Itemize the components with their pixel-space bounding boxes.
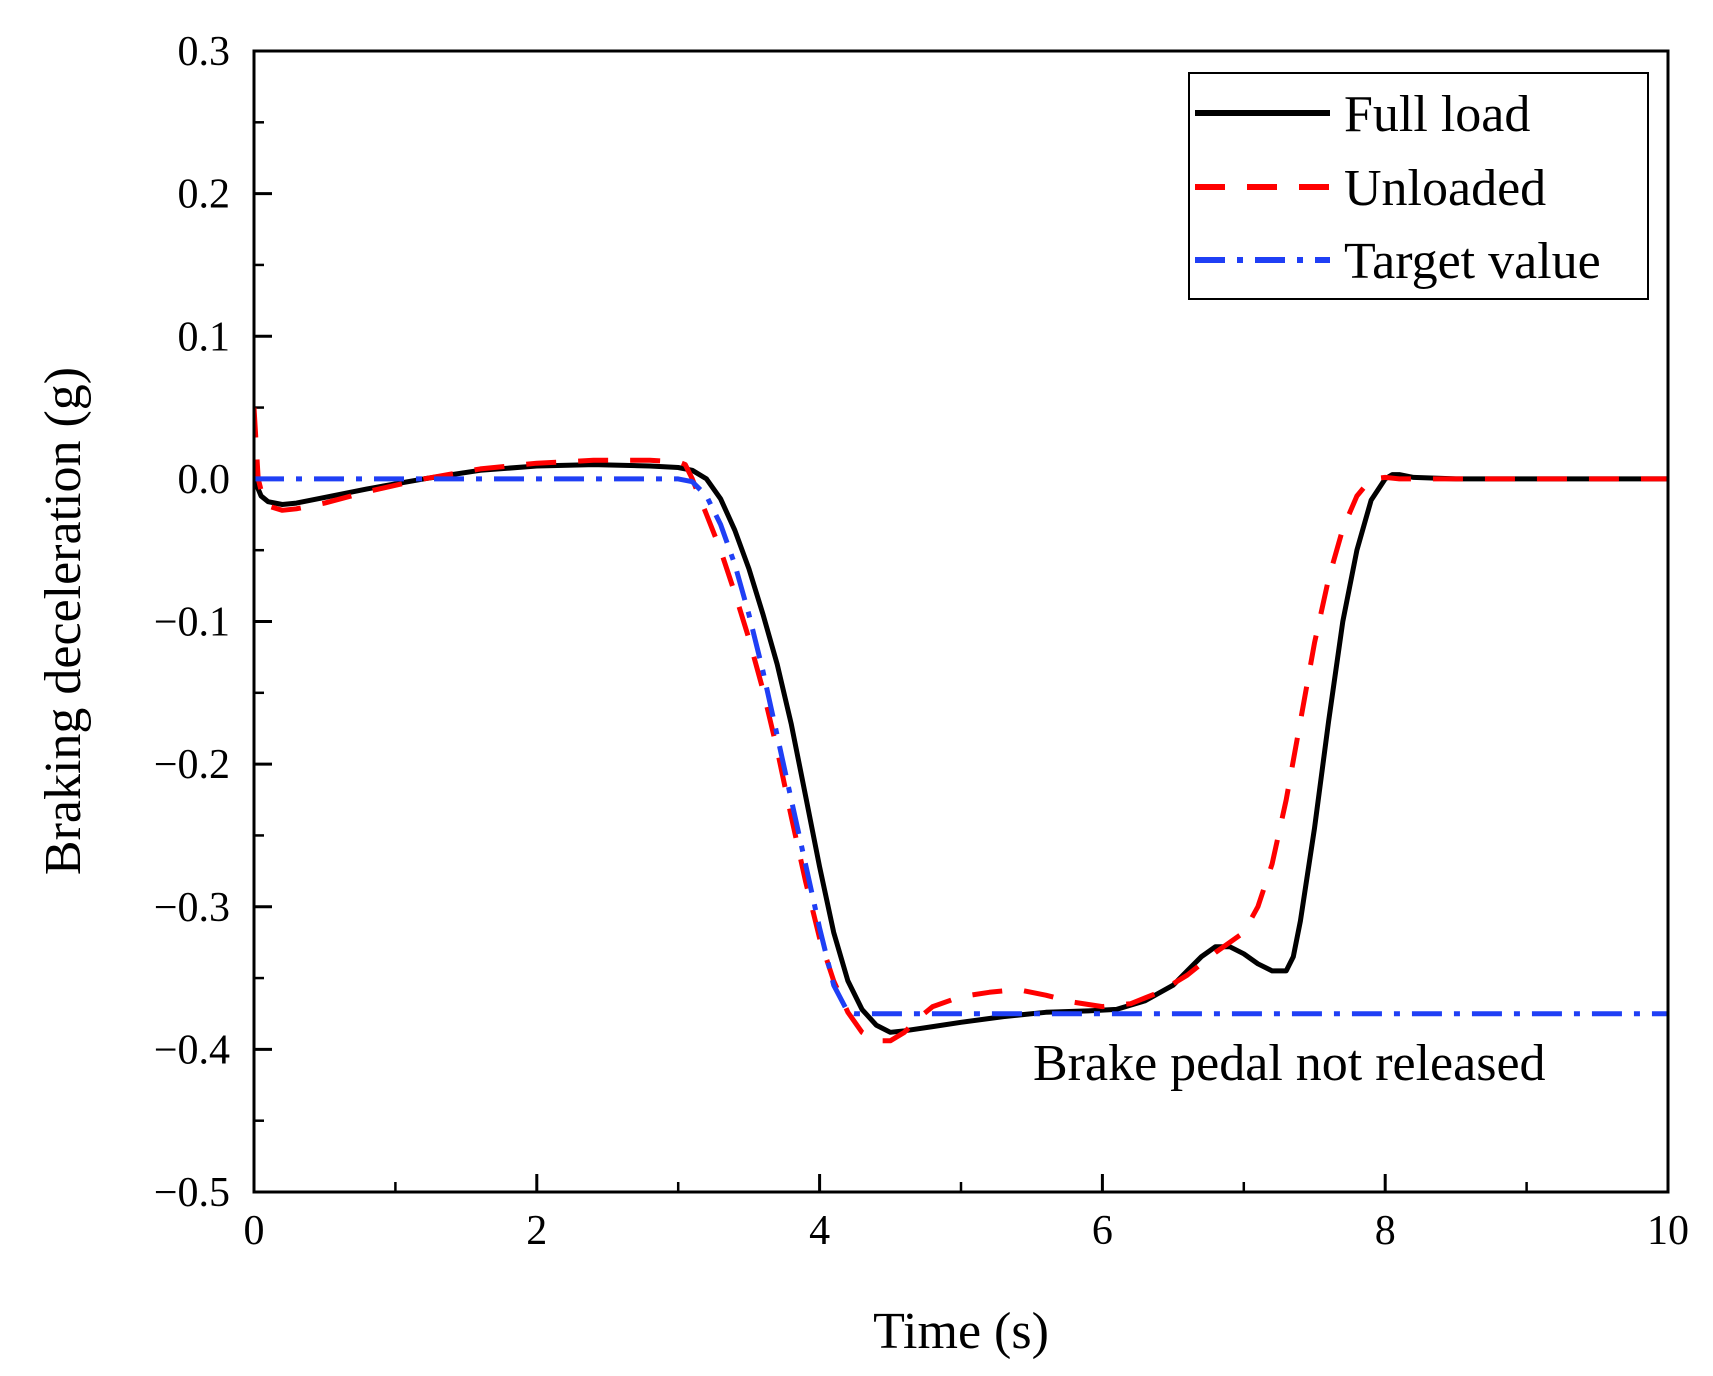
y-tick-label: −0.5: [154, 1170, 230, 1216]
annotation-brake-pedal-not-released: Brake pedal not released: [1033, 1035, 1546, 1092]
x-tick-label: 2: [526, 1208, 547, 1254]
y-tick-label: 0.0: [178, 457, 231, 503]
series-target-value: [254, 476, 1668, 1017]
y-axis-label: Braking deceleration (g): [35, 367, 92, 875]
x-tick-label: 8: [1375, 1208, 1396, 1254]
series-layer: [254, 407, 1668, 1044]
y-tick-label: −0.4: [154, 1027, 230, 1073]
legend-label-unloaded: Unloaded: [1344, 160, 1546, 217]
ticks-layer: 0 2 4 6 8 10 0.3 0.2 0.1 0.0 −0.1 −0.2 −0.3 −0.4 −0.5: [154, 29, 1689, 1254]
legend-label-target-value: Target value: [1344, 233, 1601, 290]
x-tick-label: 10: [1647, 1208, 1689, 1254]
x-tick-label: 0: [244, 1208, 265, 1254]
y-tick-label: 0.2: [178, 172, 231, 218]
x-axis-label: Time (s): [873, 1303, 1049, 1360]
legend: Full load Unloaded Target value: [1188, 72, 1649, 300]
x-tick-label: 6: [1092, 1208, 1113, 1254]
series-full-load: [254, 462, 1668, 1035]
x-tick-label: 4: [809, 1208, 830, 1254]
y-tick-label: 0.1: [178, 314, 231, 360]
plot-frame: [252, 49, 1670, 1194]
y-tick-label: −0.3: [154, 885, 230, 931]
legend-label-full-load: Full load: [1344, 86, 1530, 143]
series-unloaded: [254, 407, 1668, 1044]
y-tick-label: 0.3: [178, 29, 231, 75]
y-tick-label: −0.2: [154, 742, 230, 788]
y-tick-label: −0.1: [154, 600, 230, 646]
